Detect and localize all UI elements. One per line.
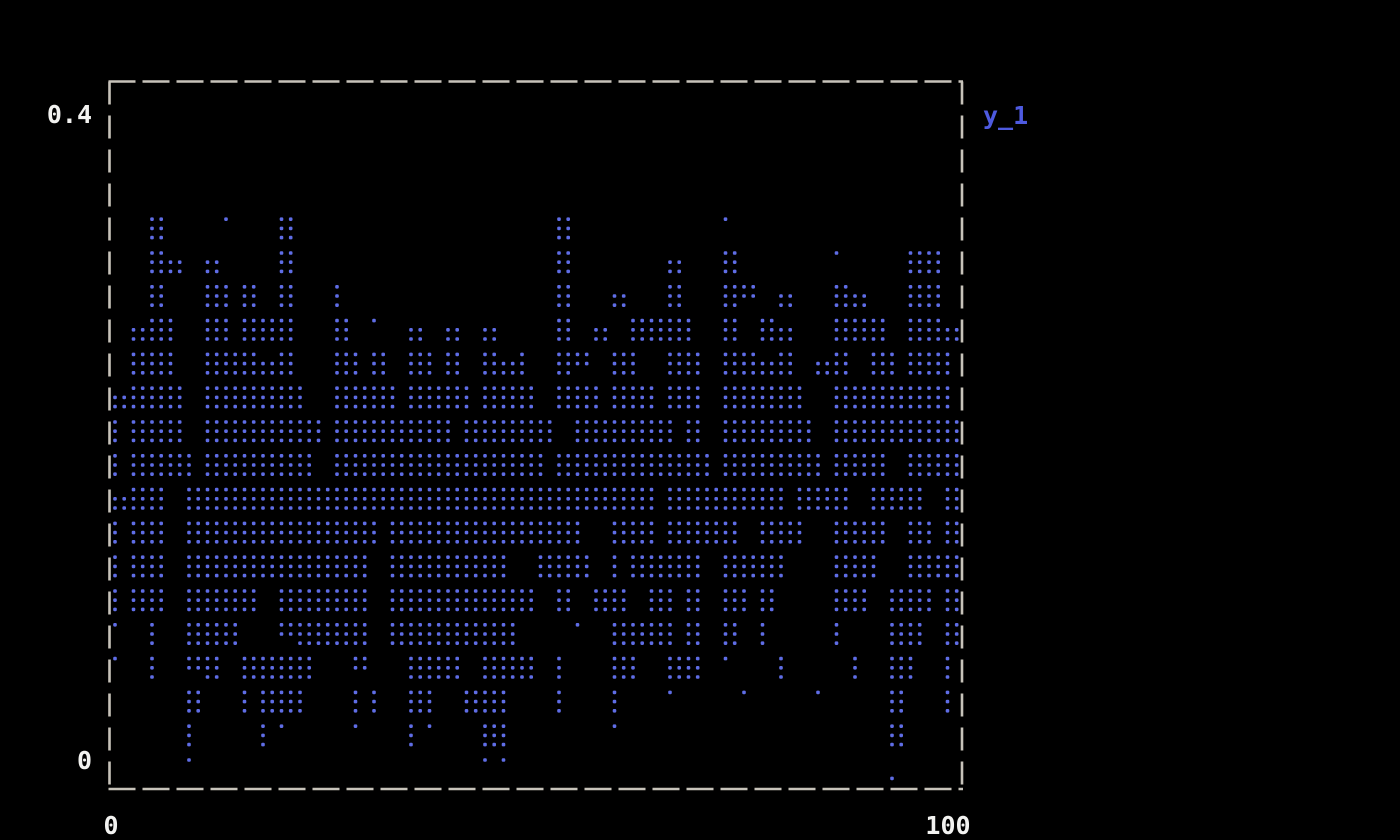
x-axis-tick-label-right: 100 xyxy=(925,811,971,840)
y-axis-tick-label-bottom: 0 xyxy=(76,746,92,775)
y-axis-tick-label-top: 0.4 xyxy=(46,100,92,129)
legend-label: y_1 xyxy=(983,101,1029,130)
x-axis-tick-label-left: 0 xyxy=(103,811,119,840)
plot-frame xyxy=(108,80,964,791)
scatter-dots xyxy=(113,217,959,781)
